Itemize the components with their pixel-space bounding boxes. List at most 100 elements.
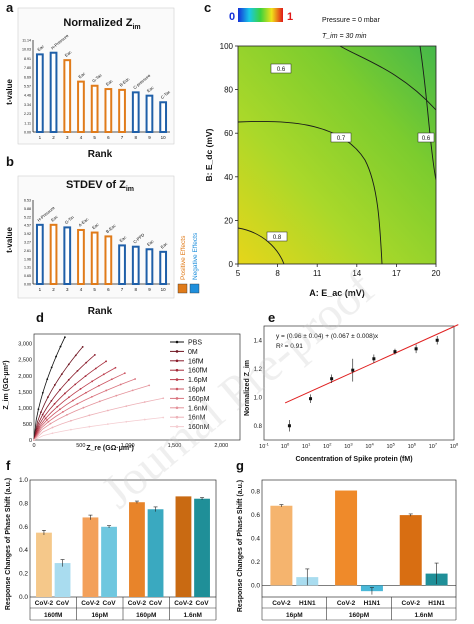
- b-xtick-7: 7: [121, 287, 124, 292]
- b-bar-label-2: Eac: [50, 214, 59, 222]
- a-ytick-10: 11.14: [22, 39, 31, 43]
- d-series-9-point-12: [143, 418, 146, 421]
- b-bar-label-10: Eac: [160, 241, 169, 249]
- contour-label-3: 0.6: [422, 136, 431, 142]
- d-series-9-point-2: [51, 432, 54, 435]
- panel-b-ylabel: t-value: [5, 227, 14, 253]
- d-series-7-point-14: [148, 384, 151, 387]
- f-sublabel-2-0: CoV-2: [128, 600, 147, 607]
- b-legend-swatch-1: [189, 283, 200, 294]
- f-group-label-0: 160fM: [44, 612, 62, 619]
- d-series-8-point-2: [51, 426, 54, 429]
- d-ytick-3: 1,500: [18, 390, 32, 396]
- g-sublabel-0-1: H1N1: [299, 600, 316, 607]
- d-series-2-point-4: [50, 399, 53, 402]
- panel-label-e: e: [268, 310, 275, 325]
- c-ytick-1: 20: [224, 216, 233, 225]
- a-ytick-7: 7.80: [24, 66, 31, 70]
- a-xtick-10: 10: [161, 135, 167, 140]
- g-ytick-1: 0.2: [251, 559, 260, 566]
- c-xtick-5: 20: [432, 269, 441, 278]
- b-xtick-6: 6: [107, 287, 110, 292]
- d-series-6-point-14: [134, 378, 137, 380]
- d-xtick-0: 0: [32, 443, 35, 449]
- b-xtick-4: 4: [80, 287, 83, 292]
- b-xtick-10: 10: [161, 287, 167, 292]
- b-bar-2: [49, 223, 58, 285]
- panel-label-d: d: [36, 310, 44, 325]
- a-ytick-3: 3.34: [24, 103, 31, 107]
- e-ytick-3: 1.4: [254, 338, 263, 344]
- panel-e-r2: R² = 0.91: [276, 343, 303, 350]
- f-group-label-1: 16pM: [91, 612, 108, 619]
- a-xtick-6: 6: [107, 135, 110, 140]
- panel-b-stdev-zim: STDEV of Zim t-value Rank 0.00 0.65 1.31 1.…: [5, 175, 200, 317]
- e-fit-line: [284, 324, 459, 404]
- contour-line-right: [419, 46, 436, 181]
- b-bar-label-9: Eac: [146, 239, 155, 247]
- e-xtick-5: 104: [365, 442, 374, 451]
- panel-label-b: b: [6, 154, 14, 169]
- d-series-6-point-4: [61, 411, 64, 413]
- d-series-1-point-4: [47, 396, 49, 399]
- g-bar-0-0: [270, 505, 293, 586]
- panel-e-xlabel: Concentration of Spike protein (fM): [295, 456, 412, 463]
- e-xtick-1: 100: [281, 442, 290, 451]
- g-bar-1-0: [335, 490, 358, 586]
- g-sublabel-0-0: CoV-2: [272, 600, 291, 607]
- b-bar-5: [90, 231, 99, 286]
- a-bar-7: [118, 88, 126, 133]
- panel-label-c: c: [204, 0, 211, 15]
- d-legend-label-9: 160nM: [188, 424, 210, 431]
- d-ytick-5: 2,500: [18, 358, 32, 364]
- d-series-line-7: [33, 385, 150, 441]
- panel-b-xlabel: Rank: [88, 306, 113, 317]
- d-legend-marker-6: [175, 397, 179, 400]
- panel-label-a: a: [6, 0, 14, 15]
- c-ytick-3: 60: [224, 129, 233, 138]
- colorbar-min: 0: [229, 11, 235, 23]
- contour-labels: 0.6 0.7 0.6 0.8: [266, 63, 435, 242]
- a-xtick-3: 3: [66, 135, 69, 140]
- g-group-label-2: 1.6nM: [414, 612, 432, 619]
- e-xtick-9: 108: [450, 442, 459, 451]
- panel-d-ylabel: Z_im (GΩ·μm²): [3, 360, 10, 409]
- g-sublabel-2-0: CoV-2: [402, 600, 421, 607]
- panel-f-ylabel: Response Changes of Phase Shift (a.u.): [5, 478, 12, 610]
- e-point-1: [309, 397, 313, 401]
- a-xtick-8: 8: [134, 135, 137, 140]
- d-ytick-4: 2,000: [18, 374, 32, 380]
- b-xtick-3: 3: [66, 287, 69, 292]
- f-sublabel-0-1: CoV: [56, 600, 70, 607]
- d-series-8-point-10: [125, 405, 128, 408]
- g-sublabel-1-0: CoV-2: [337, 600, 356, 607]
- e-xtick-3: 102: [323, 442, 332, 451]
- d-series-4-point-12: [102, 373, 105, 376]
- f-bar-1-1: [101, 526, 117, 597]
- panel-g-selectivity-h1n1: Response Changes of Phase Shift (a.u.) 0…: [237, 479, 457, 621]
- d-series-1-point-10: [67, 363, 70, 366]
- d-series-line-4: [33, 367, 116, 441]
- e-xtick-0: 10-1: [259, 442, 269, 451]
- a-bar-4: [77, 80, 85, 133]
- panel-a-ylabel: t-value: [5, 79, 14, 105]
- d-series-8-point-6: [88, 414, 91, 417]
- a-ytick-8: 8.91: [24, 57, 31, 61]
- e-plot-frame: [263, 325, 455, 441]
- d-series-1-point-8: [60, 373, 63, 376]
- panel-c-annotation-pressure: Pressure = 0 mbar: [322, 17, 380, 24]
- b-bar-7: [118, 244, 126, 285]
- contour-line-bottom: [238, 227, 285, 264]
- c-ytick-4: 80: [224, 86, 233, 95]
- d-series-4-point-8: [79, 388, 82, 390]
- d-series-7-point-8: [98, 400, 101, 403]
- f-ytick-0: 0.0: [19, 594, 28, 601]
- d-series-2-point-6: [59, 388, 61, 391]
- d-ytick-1: 500: [23, 422, 32, 428]
- b-bar-label-4: A-Eac: [77, 217, 89, 228]
- contour-label-1: 0.6: [277, 67, 286, 73]
- d-legend-label-7: 1.6nM: [188, 405, 208, 412]
- panel-a-xlabel: Rank: [88, 149, 113, 160]
- panel-label-f: f: [6, 458, 11, 473]
- d-series-5-point-14: [123, 372, 126, 375]
